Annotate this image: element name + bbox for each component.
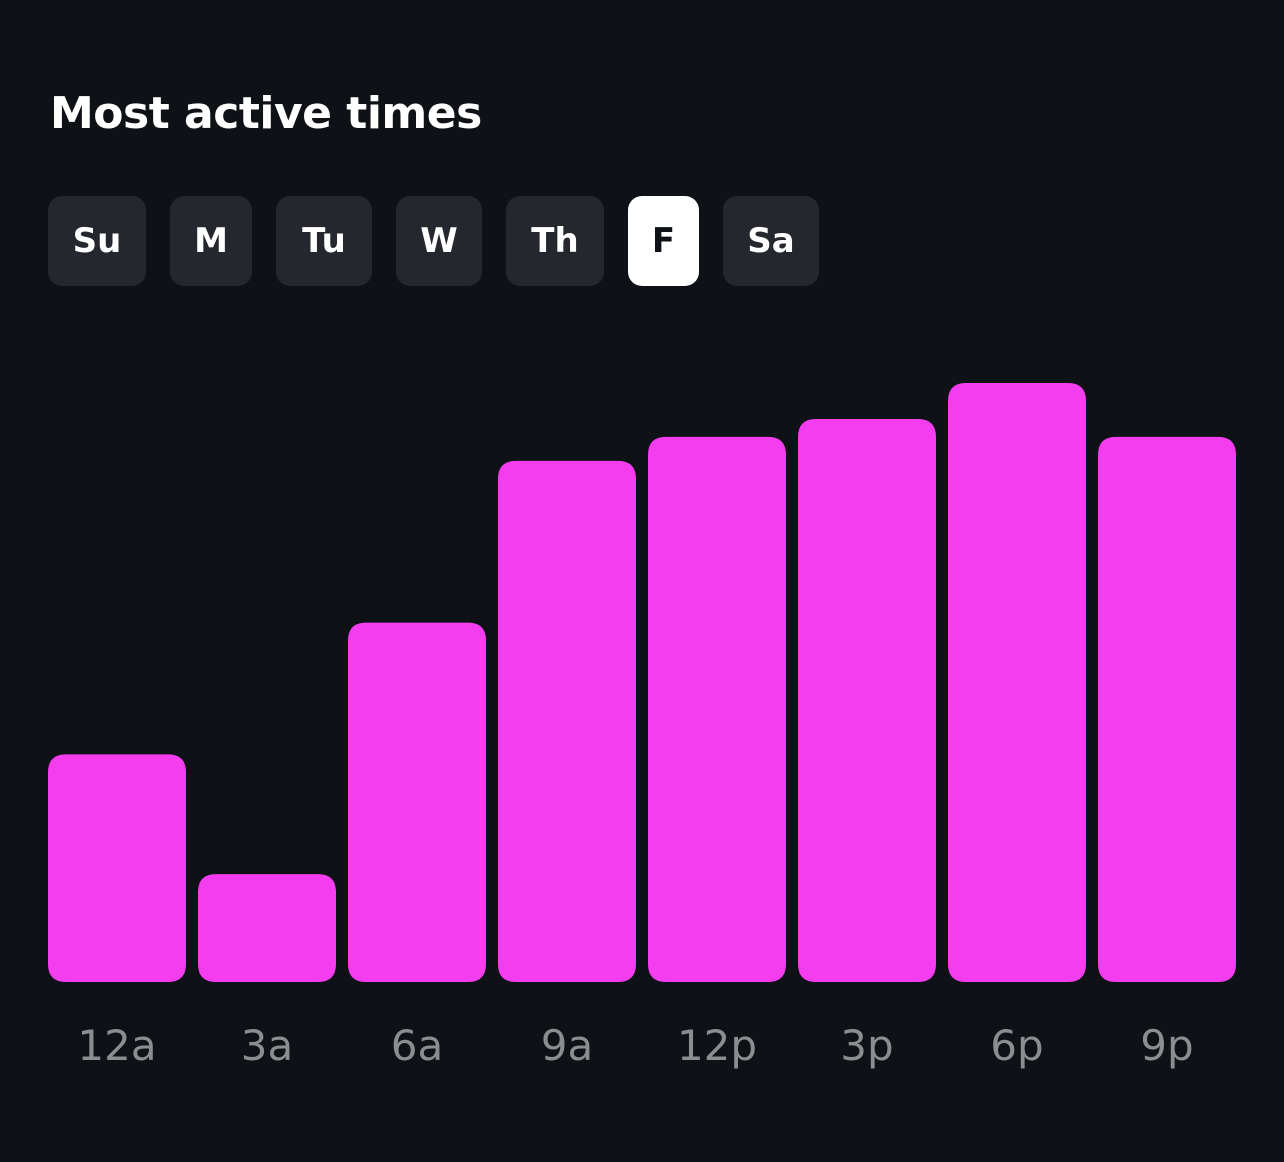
tab-label: Su	[72, 221, 122, 261]
tab-saturday[interactable]: Sa	[723, 196, 819, 286]
tab-sunday[interactable]: Su	[48, 196, 146, 286]
bar-3a	[198, 874, 336, 982]
tab-label: W	[420, 221, 458, 261]
x-tick-label: 12p	[677, 1021, 757, 1070]
tab-label: Th	[531, 221, 579, 261]
bar-12p	[648, 436, 786, 982]
x-tick-label: 3a	[241, 1021, 293, 1070]
x-tick-label: 3p	[840, 1021, 893, 1070]
tab-friday[interactable]: F	[628, 196, 699, 286]
x-tick-label: 6a	[391, 1021, 443, 1070]
tab-label: Sa	[747, 221, 795, 261]
x-tick-label: 9p	[1140, 1021, 1193, 1070]
bar-12a	[48, 754, 186, 982]
tab-thursday[interactable]: Th	[506, 196, 604, 286]
x-tick-label: 9a	[541, 1021, 593, 1070]
x-tick-label: 6p	[990, 1021, 1043, 1070]
bar-3p	[798, 418, 936, 982]
tab-tuesday[interactable]: Tu	[276, 196, 372, 286]
tab-label: M	[194, 221, 228, 261]
tab-monday[interactable]: M	[170, 196, 252, 286]
x-tick-label: 12a	[77, 1021, 156, 1070]
bar-6a	[348, 622, 486, 982]
tab-wednesday[interactable]: W	[396, 196, 482, 286]
bar-9p	[1098, 436, 1236, 982]
tab-label: Tu	[302, 221, 346, 261]
page-title: Most active times	[50, 88, 482, 139]
tab-label: F	[651, 221, 676, 261]
bar-6p	[948, 383, 1086, 982]
bar-9a	[498, 460, 636, 982]
